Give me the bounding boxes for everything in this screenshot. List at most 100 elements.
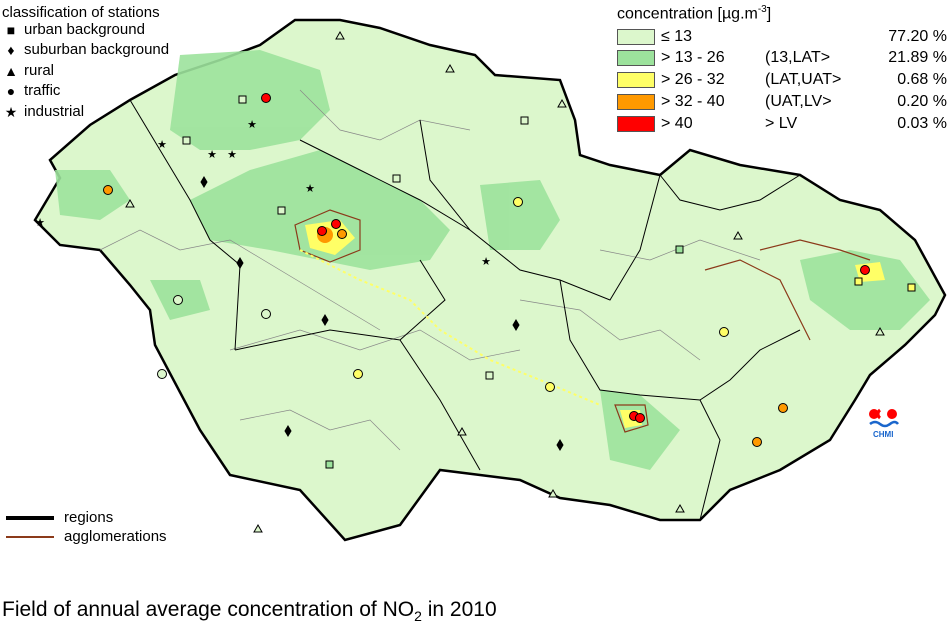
station-traffic xyxy=(337,229,347,239)
station-rural xyxy=(733,230,743,240)
country-fill xyxy=(33,18,947,542)
station-industrial: ★ xyxy=(35,217,45,229)
legend-industrial: ★ industrial xyxy=(4,103,84,120)
logo-text: CHMI xyxy=(873,430,894,439)
concentration-bin-5: > 40 > LV 0.03 % xyxy=(617,115,947,132)
station-traffic xyxy=(103,185,113,195)
station-traffic xyxy=(261,93,271,103)
station-industrial: ★ xyxy=(305,183,315,195)
stations: ★ ★ ★ ★ ★ ★ ★ xyxy=(35,30,916,533)
bin-label: ≤ 13 xyxy=(661,28,693,45)
station-urban xyxy=(182,136,191,145)
bin-percent: 0.03 % xyxy=(897,115,947,132)
regions-line-icon xyxy=(6,515,54,520)
station-urban xyxy=(854,277,863,286)
district-borders xyxy=(99,89,761,451)
bin-percent: 77.20 % xyxy=(888,28,947,45)
station-rural xyxy=(675,503,685,513)
legend-label: traffic xyxy=(24,82,61,99)
color-swatch-icon xyxy=(617,29,655,45)
chmi-logo-icon xyxy=(869,408,899,428)
station-traffic xyxy=(173,295,183,305)
legend-urban-background: ■ urban background xyxy=(4,21,145,38)
legend-regions: regions xyxy=(6,509,113,526)
square-icon: ■ xyxy=(6,21,16,38)
bin-percent: 0.68 % xyxy=(897,71,947,88)
bin-label: > 32 - 40 xyxy=(661,93,725,110)
station-traffic xyxy=(157,369,167,379)
station-urban xyxy=(907,283,916,292)
legend-label: urban background xyxy=(24,21,145,38)
station-diamond xyxy=(556,439,564,451)
legend-regions-label: regions xyxy=(64,509,114,526)
station-urban xyxy=(238,95,247,104)
bin-range: (UAT,LV> xyxy=(765,93,832,110)
concentration-bin-1: ≤ 13 77.20 % xyxy=(617,28,947,45)
station-rural xyxy=(875,326,885,336)
region-borders xyxy=(129,99,801,521)
station-urban xyxy=(392,174,401,183)
station-rural xyxy=(548,488,558,498)
station-industrial: ★ xyxy=(157,139,167,151)
bin-range: (LAT,UAT> xyxy=(765,71,842,88)
bin-label: > 13 - 26 xyxy=(661,49,725,66)
station-industrial: ★ xyxy=(481,256,491,268)
star-icon: ★ xyxy=(4,103,18,120)
bin-percent: 0.20 % xyxy=(897,93,947,110)
diamond-icon: ♦ xyxy=(7,41,15,58)
legend-label: rural xyxy=(24,62,55,79)
concentration-bin-4: > 32 - 40 (UAT,LV> 0.20 % xyxy=(617,93,947,110)
station-rural xyxy=(253,523,263,533)
station-urban xyxy=(485,371,494,380)
station-traffic xyxy=(261,309,271,319)
station-legend-title: classification of stations xyxy=(2,4,160,21)
agglomerations-line-icon xyxy=(6,535,54,538)
station-urban xyxy=(520,116,529,125)
circle-icon: ● xyxy=(6,82,16,99)
color-swatch-icon xyxy=(617,94,655,110)
station-traffic xyxy=(778,403,788,413)
color-swatch-icon xyxy=(617,50,655,66)
concentration-bin-3: > 26 - 32 (LAT,UAT> 0.68 % xyxy=(617,71,947,88)
legend-traffic: ● traffic xyxy=(4,82,61,99)
station-rural xyxy=(335,30,345,40)
station-rural xyxy=(557,98,567,108)
legend-rural: ▲ rural xyxy=(4,62,54,79)
station-traffic xyxy=(545,382,555,392)
station-industrial: ★ xyxy=(247,119,257,131)
station-rural xyxy=(445,63,455,73)
station-traffic xyxy=(331,219,341,229)
station-urban xyxy=(325,460,334,469)
station-urban xyxy=(675,245,684,254)
map-caption: Field of annual average concentration of… xyxy=(2,598,497,625)
bin-label: > 40 xyxy=(661,115,693,132)
legend-label: suburban background xyxy=(24,41,170,58)
station-industrial: ★ xyxy=(207,149,217,161)
legend-suburban-background: ♦ suburban background xyxy=(4,41,169,58)
concentration-bin-2: > 13 - 26 (13,LAT> 21.89 % xyxy=(617,49,947,66)
bin-percent: 21.89 % xyxy=(888,49,947,66)
station-diamond xyxy=(200,176,208,188)
station-traffic xyxy=(635,413,645,423)
triangle-icon: ▲ xyxy=(4,62,18,79)
bin-label: > 26 - 32 xyxy=(661,71,725,88)
station-rural xyxy=(457,426,467,436)
zone-13-26 xyxy=(55,50,930,470)
station-diamond xyxy=(512,319,520,331)
color-swatch-icon xyxy=(617,72,655,88)
station-traffic xyxy=(752,437,762,447)
concentration-legend-title: concentration [µg.m-3] xyxy=(617,4,772,23)
color-swatch-icon xyxy=(617,116,655,132)
station-rural xyxy=(125,198,135,208)
station-traffic xyxy=(513,197,523,207)
station-traffic xyxy=(860,265,870,275)
bin-range: (13,LAT> xyxy=(765,49,831,66)
station-diamond xyxy=(321,314,329,326)
station-industrial: ★ xyxy=(227,149,237,161)
station-traffic xyxy=(353,369,363,379)
station-traffic xyxy=(317,226,327,236)
station-urban xyxy=(277,206,286,215)
station-traffic xyxy=(719,327,729,337)
legend-agglomerations-label: agglomerations xyxy=(64,528,167,545)
